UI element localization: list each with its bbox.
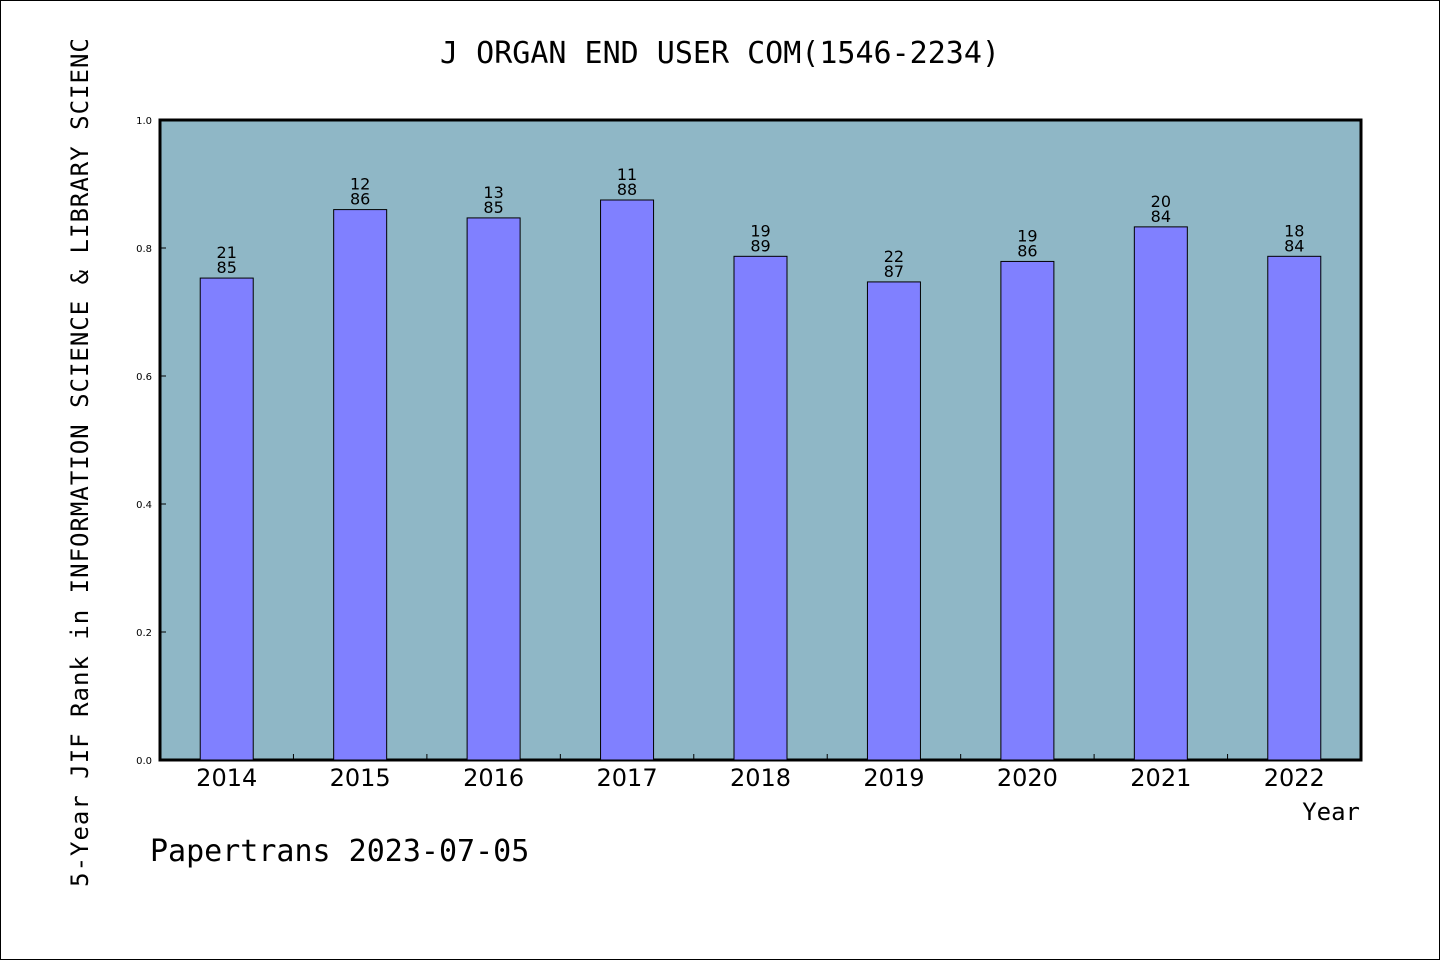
bar-total-label: 85 [483,198,503,217]
bar-2022 [1267,255,1322,761]
footer-credit: Papertrans 2023-07-05 [150,834,530,869]
bar-rank-label: 20 [1151,192,1171,211]
bar-rank-label: 13 [483,183,503,202]
bar-total-label: 85 [217,258,237,277]
x-tick-label: 2018 [730,764,791,792]
x-tick-label: 2021 [1130,764,1191,792]
bar-rank-label: 12 [350,175,370,194]
bar-2017 [600,199,655,761]
chart-title: J ORGAN END USER COM(1546-2234) [440,36,1000,71]
bar-total-label: 84 [1284,236,1304,255]
y-tick-label: 0.2 [136,628,152,639]
x-tick-label: 2017 [597,764,658,792]
bar-rank-label: 18 [1284,221,1304,240]
bars [199,199,1322,761]
bar-2015 [333,209,388,761]
bar-2014 [199,277,254,761]
bar-total-label: 87 [884,262,904,281]
bar-2016 [466,217,521,761]
y-tick-label: 0.0 [136,756,152,767]
x-tick-label: 2019 [863,764,924,792]
x-tick-label: 2022 [1264,764,1325,792]
x-tick-label: 2015 [330,764,391,792]
bar-rank-label: 19 [750,221,770,240]
bar-2019 [866,281,921,761]
bar-rank-label: 21 [217,243,237,262]
y-tick-label: 0.4 [136,500,152,511]
bar-rank-label: 22 [884,247,904,266]
x-tick-label: 2016 [463,764,524,792]
bar-total-label: 89 [750,236,770,255]
bar-rank-label: 11 [617,165,637,184]
x-axis: 2014 2015 2016 2017 2018 2019 2020 2021 2022 [196,754,1325,792]
y-tick-label: 1.0 [136,116,152,127]
bar-2020 [1000,260,1055,761]
y-axis: 0.0 0.2 0.4 0.6 0.8 1.0 [136,116,166,767]
bar-2018 [733,255,788,761]
x-tick-label: 2014 [196,764,257,792]
bar-total-label: 86 [1017,241,1037,260]
y-tick-label: 0.8 [136,244,152,255]
x-axis-label: Year [1302,798,1360,826]
bar-2021 [1133,226,1188,761]
bar-rank-label: 19 [1017,226,1037,245]
bar-total-label: 88 [617,180,637,199]
bar-total-label: 86 [350,190,370,209]
x-tick-label: 2020 [997,764,1058,792]
bar-total-label: 84 [1151,207,1171,226]
y-tick-label: 0.6 [136,372,152,383]
